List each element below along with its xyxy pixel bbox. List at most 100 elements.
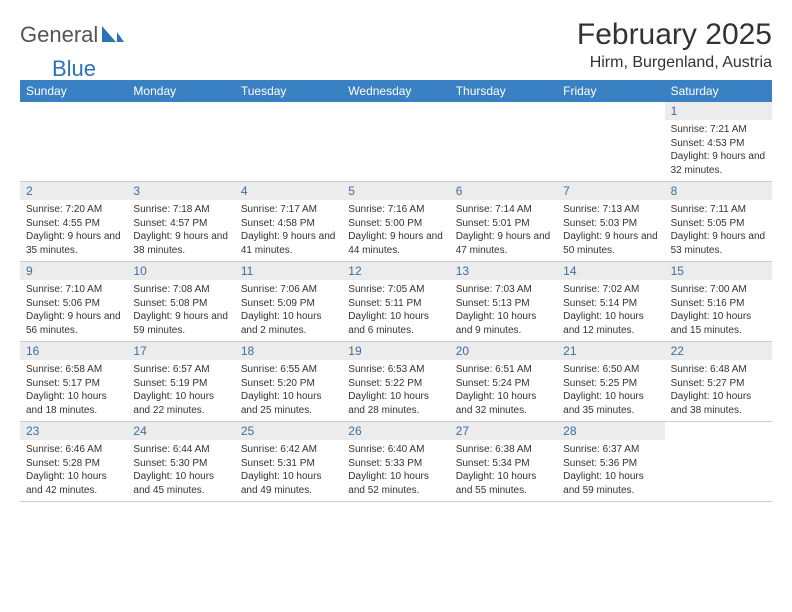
day-details: Sunrise: 6:48 AMSunset: 5:27 PMDaylight:… [665,360,772,417]
sunset-text: Sunset: 5:36 PM [563,457,658,471]
week-row: ......1Sunrise: 7:21 AMSunset: 4:53 PMDa… [20,102,772,181]
daylight-text: Daylight: 9 hours and 41 minutes. [241,230,336,257]
day-number: 15 [665,262,772,280]
daylight-text: Daylight: 10 hours and 6 minutes. [348,310,443,337]
month-title: February 2025 [577,18,772,52]
day-cell: 2Sunrise: 7:20 AMSunset: 4:55 PMDaylight… [20,181,127,261]
day-cell: 18Sunrise: 6:55 AMSunset: 5:20 PMDayligh… [235,341,342,421]
day-cell: 11Sunrise: 7:06 AMSunset: 5:09 PMDayligh… [235,261,342,341]
week-row: 23Sunrise: 6:46 AMSunset: 5:28 PMDayligh… [20,421,772,501]
daylight-text: Daylight: 10 hours and 18 minutes. [26,390,121,417]
calendar: Sunday Monday Tuesday Wednesday Thursday… [20,80,772,502]
day-number: 24 [127,422,234,440]
sunset-text: Sunset: 5:20 PM [241,377,336,391]
logo-text-1: General [20,22,98,48]
sunset-text: Sunset: 5:14 PM [563,297,658,311]
day-details: Sunrise: 7:17 AMSunset: 4:58 PMDaylight:… [235,200,342,257]
sunrise-text: Sunrise: 7:17 AM [241,203,336,217]
day-number: 18 [235,342,342,360]
sunset-text: Sunset: 4:57 PM [133,217,228,231]
day-cell: 28Sunrise: 6:37 AMSunset: 5:36 PMDayligh… [557,421,664,501]
daylight-text: Daylight: 10 hours and 59 minutes. [563,470,658,497]
day-number: 16 [20,342,127,360]
day-cell: 14 Sunrise: 7:02 AMSunset: 5:14 PMDayligh… [557,261,664,341]
day-cell: 26Sunrise: 6:40 AMSunset: 5:33 PMDayligh… [342,421,449,501]
sunrise-text: Sunrise: 7:21 AM [671,123,766,137]
day-number: 2 [20,182,127,200]
daylight-text: Daylight: 10 hours and 49 minutes. [241,470,336,497]
sunrise-text: Sunrise: 7:20 AM [26,203,121,217]
day-details: Sunrise: 7:03 AMSunset: 5:13 PMDaylight:… [450,280,557,337]
sunrise-text: Sunrise: 7:03 AM [456,283,551,297]
day-header: Wednesday [342,80,449,102]
sunset-text: Sunset: 5:16 PM [671,297,766,311]
day-header: Saturday [665,80,772,102]
day-number: 23 [20,422,127,440]
sunrise-text: Sunrise: 6:42 AM [241,443,336,457]
daylight-text: Daylight: 9 hours and 35 minutes. [26,230,121,257]
day-number: 1 [665,102,772,120]
sunset-text: Sunset: 5:08 PM [133,297,228,311]
day-details: Sunrise: 6:53 AMSunset: 5:22 PMDaylight:… [342,360,449,417]
daylight-text: Daylight: 9 hours and 50 minutes. [563,230,658,257]
day-cell: 23Sunrise: 6:46 AMSunset: 5:28 PMDayligh… [20,421,127,501]
day-number: 9 [20,262,127,280]
sunset-text: Sunset: 5:34 PM [456,457,551,471]
day-cell: 6Sunrise: 7:14 AMSunset: 5:01 PMDaylight… [450,181,557,261]
sunset-text: Sunset: 5:09 PM [241,297,336,311]
logo: General [20,18,126,48]
day-number: 22 [665,342,772,360]
day-details: Sunrise: 7:21 AMSunset: 4:53 PMDaylight:… [665,120,772,177]
day-cell: 1Sunrise: 7:21 AMSunset: 4:53 PMDaylight… [665,102,772,181]
daylight-text: Daylight: 9 hours and 32 minutes. [671,150,766,177]
day-number: 13 [450,262,557,280]
daylight-text: Daylight: 10 hours and 28 minutes. [348,390,443,417]
daylight-text: Daylight: 9 hours and 47 minutes. [456,230,551,257]
sunrise-text: Sunrise: 7:10 AM [26,283,121,297]
sunset-text: Sunset: 5:22 PM [348,377,443,391]
sunrise-text: Sunrise: 7:14 AM [456,203,551,217]
day-details: Sunrise: 6:50 AMSunset: 5:25 PMDaylight:… [557,360,664,417]
sunrise-text: Sunrise: 6:58 AM [26,363,121,377]
daylight-text: Daylight: 9 hours and 44 minutes. [348,230,443,257]
daylight-text: Daylight: 10 hours and 25 minutes. [241,390,336,417]
sunset-text: Sunset: 4:58 PM [241,217,336,231]
title-block: February 2025 Hirm, Burgenland, Austria [577,18,772,72]
day-cell: . [342,102,449,181]
day-cell: 3Sunrise: 7:18 AMSunset: 4:57 PMDaylight… [127,181,234,261]
sunset-text: Sunset: 4:55 PM [26,217,121,231]
day-number: 27 [450,422,557,440]
daylight-text: Daylight: 10 hours and 15 minutes. [671,310,766,337]
day-details: Sunrise: 7:00 AMSunset: 5:16 PMDaylight:… [665,280,772,337]
sunrise-text: Sunrise: 7:08 AM [133,283,228,297]
day-cell: 15Sunrise: 7:00 AMSunset: 5:16 PMDayligh… [665,261,772,341]
day-details: Sunrise: 7:20 AMSunset: 4:55 PMDaylight:… [20,200,127,257]
day-number: 21 [557,342,664,360]
day-details: Sunrise: 7:11 AMSunset: 5:05 PMDaylight:… [665,200,772,257]
sunset-text: Sunset: 5:19 PM [133,377,228,391]
day-cell: 7Sunrise: 7:13 AMSunset: 5:03 PMDaylight… [557,181,664,261]
sunset-text: Sunset: 5:06 PM [26,297,121,311]
weeks-container: ......1Sunrise: 7:21 AMSunset: 4:53 PMDa… [20,102,772,501]
week-row: 9Sunrise: 7:10 AMSunset: 5:06 PMDaylight… [20,261,772,341]
sunrise-text: Sunrise: 7:02 AM [563,283,658,297]
day-cell: . [557,102,664,181]
day-number: 14 [557,262,664,280]
location: Hirm, Burgenland, Austria [577,54,772,72]
day-details: Sunrise: 7:10 AMSunset: 5:06 PMDaylight:… [20,280,127,337]
sunrise-text: Sunrise: 6:53 AM [348,363,443,377]
daylight-text: Daylight: 9 hours and 59 minutes. [133,310,228,337]
day-details: Sunrise: 7:08 AMSunset: 5:08 PMDaylight:… [127,280,234,337]
day-number: 19 [342,342,449,360]
day-details: Sunrise: 7:16 AMSunset: 5:00 PMDaylight:… [342,200,449,257]
sunrise-text: Sunrise: 7:05 AM [348,283,443,297]
day-cell: 24Sunrise: 6:44 AMSunset: 5:30 PMDayligh… [127,421,234,501]
sunset-text: Sunset: 5:00 PM [348,217,443,231]
day-cell: 17Sunrise: 6:57 AMSunset: 5:19 PMDayligh… [127,341,234,421]
day-number: 5 [342,182,449,200]
daylight-text: Daylight: 9 hours and 56 minutes. [26,310,121,337]
day-cell: . [665,421,772,501]
daylight-text: Daylight: 10 hours and 12 minutes. [563,310,658,337]
sunrise-text: Sunrise: 6:38 AM [456,443,551,457]
day-number: 11 [235,262,342,280]
